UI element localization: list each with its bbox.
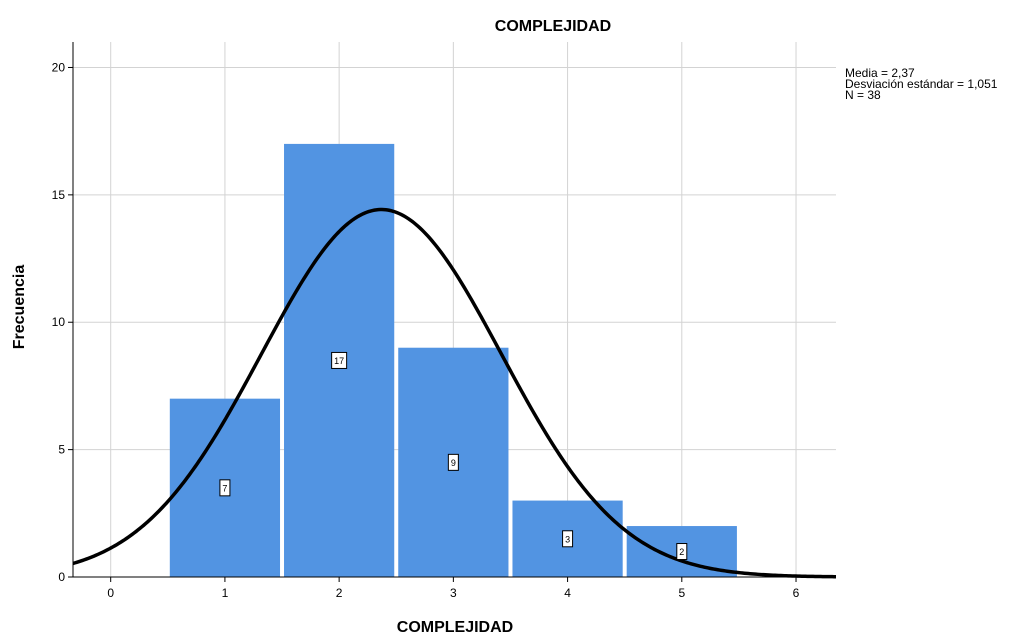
x-tick-label: 5: [678, 586, 685, 600]
y-tick-label: 10: [52, 315, 66, 329]
bar-value-label-box: [331, 351, 348, 369]
x-tick-label: 0: [107, 586, 114, 600]
bar-value-label: 3: [565, 534, 570, 544]
y-tick-label: 15: [52, 188, 66, 202]
stats-n: N = 38: [845, 88, 881, 102]
bar-value-label: 2: [679, 547, 684, 557]
x-tick-label: 1: [222, 586, 229, 600]
y-tick-label: 20: [52, 60, 66, 74]
bar-value-label: 7: [222, 483, 227, 493]
y-tick-label: 0: [58, 570, 65, 584]
curve-layer: [72, 207, 837, 579]
labels-layer: 0 1 2 3 4 5 6 0 5 10 15 20 7 17 9 3 2: [52, 60, 800, 600]
grid-layer: [73, 42, 836, 577]
stats-legend: Media = 2,37 Desviación estándar = 1,051…: [845, 66, 998, 102]
x-tick-label: 6: [793, 586, 800, 600]
chart-title: COMPLEJIDAD: [495, 18, 611, 35]
bar-value-label-box: [562, 530, 574, 548]
y-tick-label: 5: [58, 443, 65, 457]
bar-value-label-box: [219, 479, 231, 497]
bar-value-label-box: [676, 543, 688, 561]
stats-std-dev: Desviación estándar = 1,051: [845, 77, 998, 91]
x-tick-label: 4: [564, 586, 571, 600]
normal-curve: [72, 207, 837, 579]
axes-layer: [68, 42, 836, 582]
x-tick-label: 2: [336, 586, 343, 600]
x-axis-title: COMPLEJIDAD: [397, 619, 513, 636]
x-tick-label: 3: [450, 586, 457, 600]
bar-value-label: 9: [451, 458, 456, 468]
y-axis-title: Frecuencia: [11, 265, 28, 350]
bar-value-label-box: [447, 453, 459, 471]
stats-mean: Media = 2,37: [845, 66, 915, 80]
bar-value-label: 17: [334, 356, 344, 366]
